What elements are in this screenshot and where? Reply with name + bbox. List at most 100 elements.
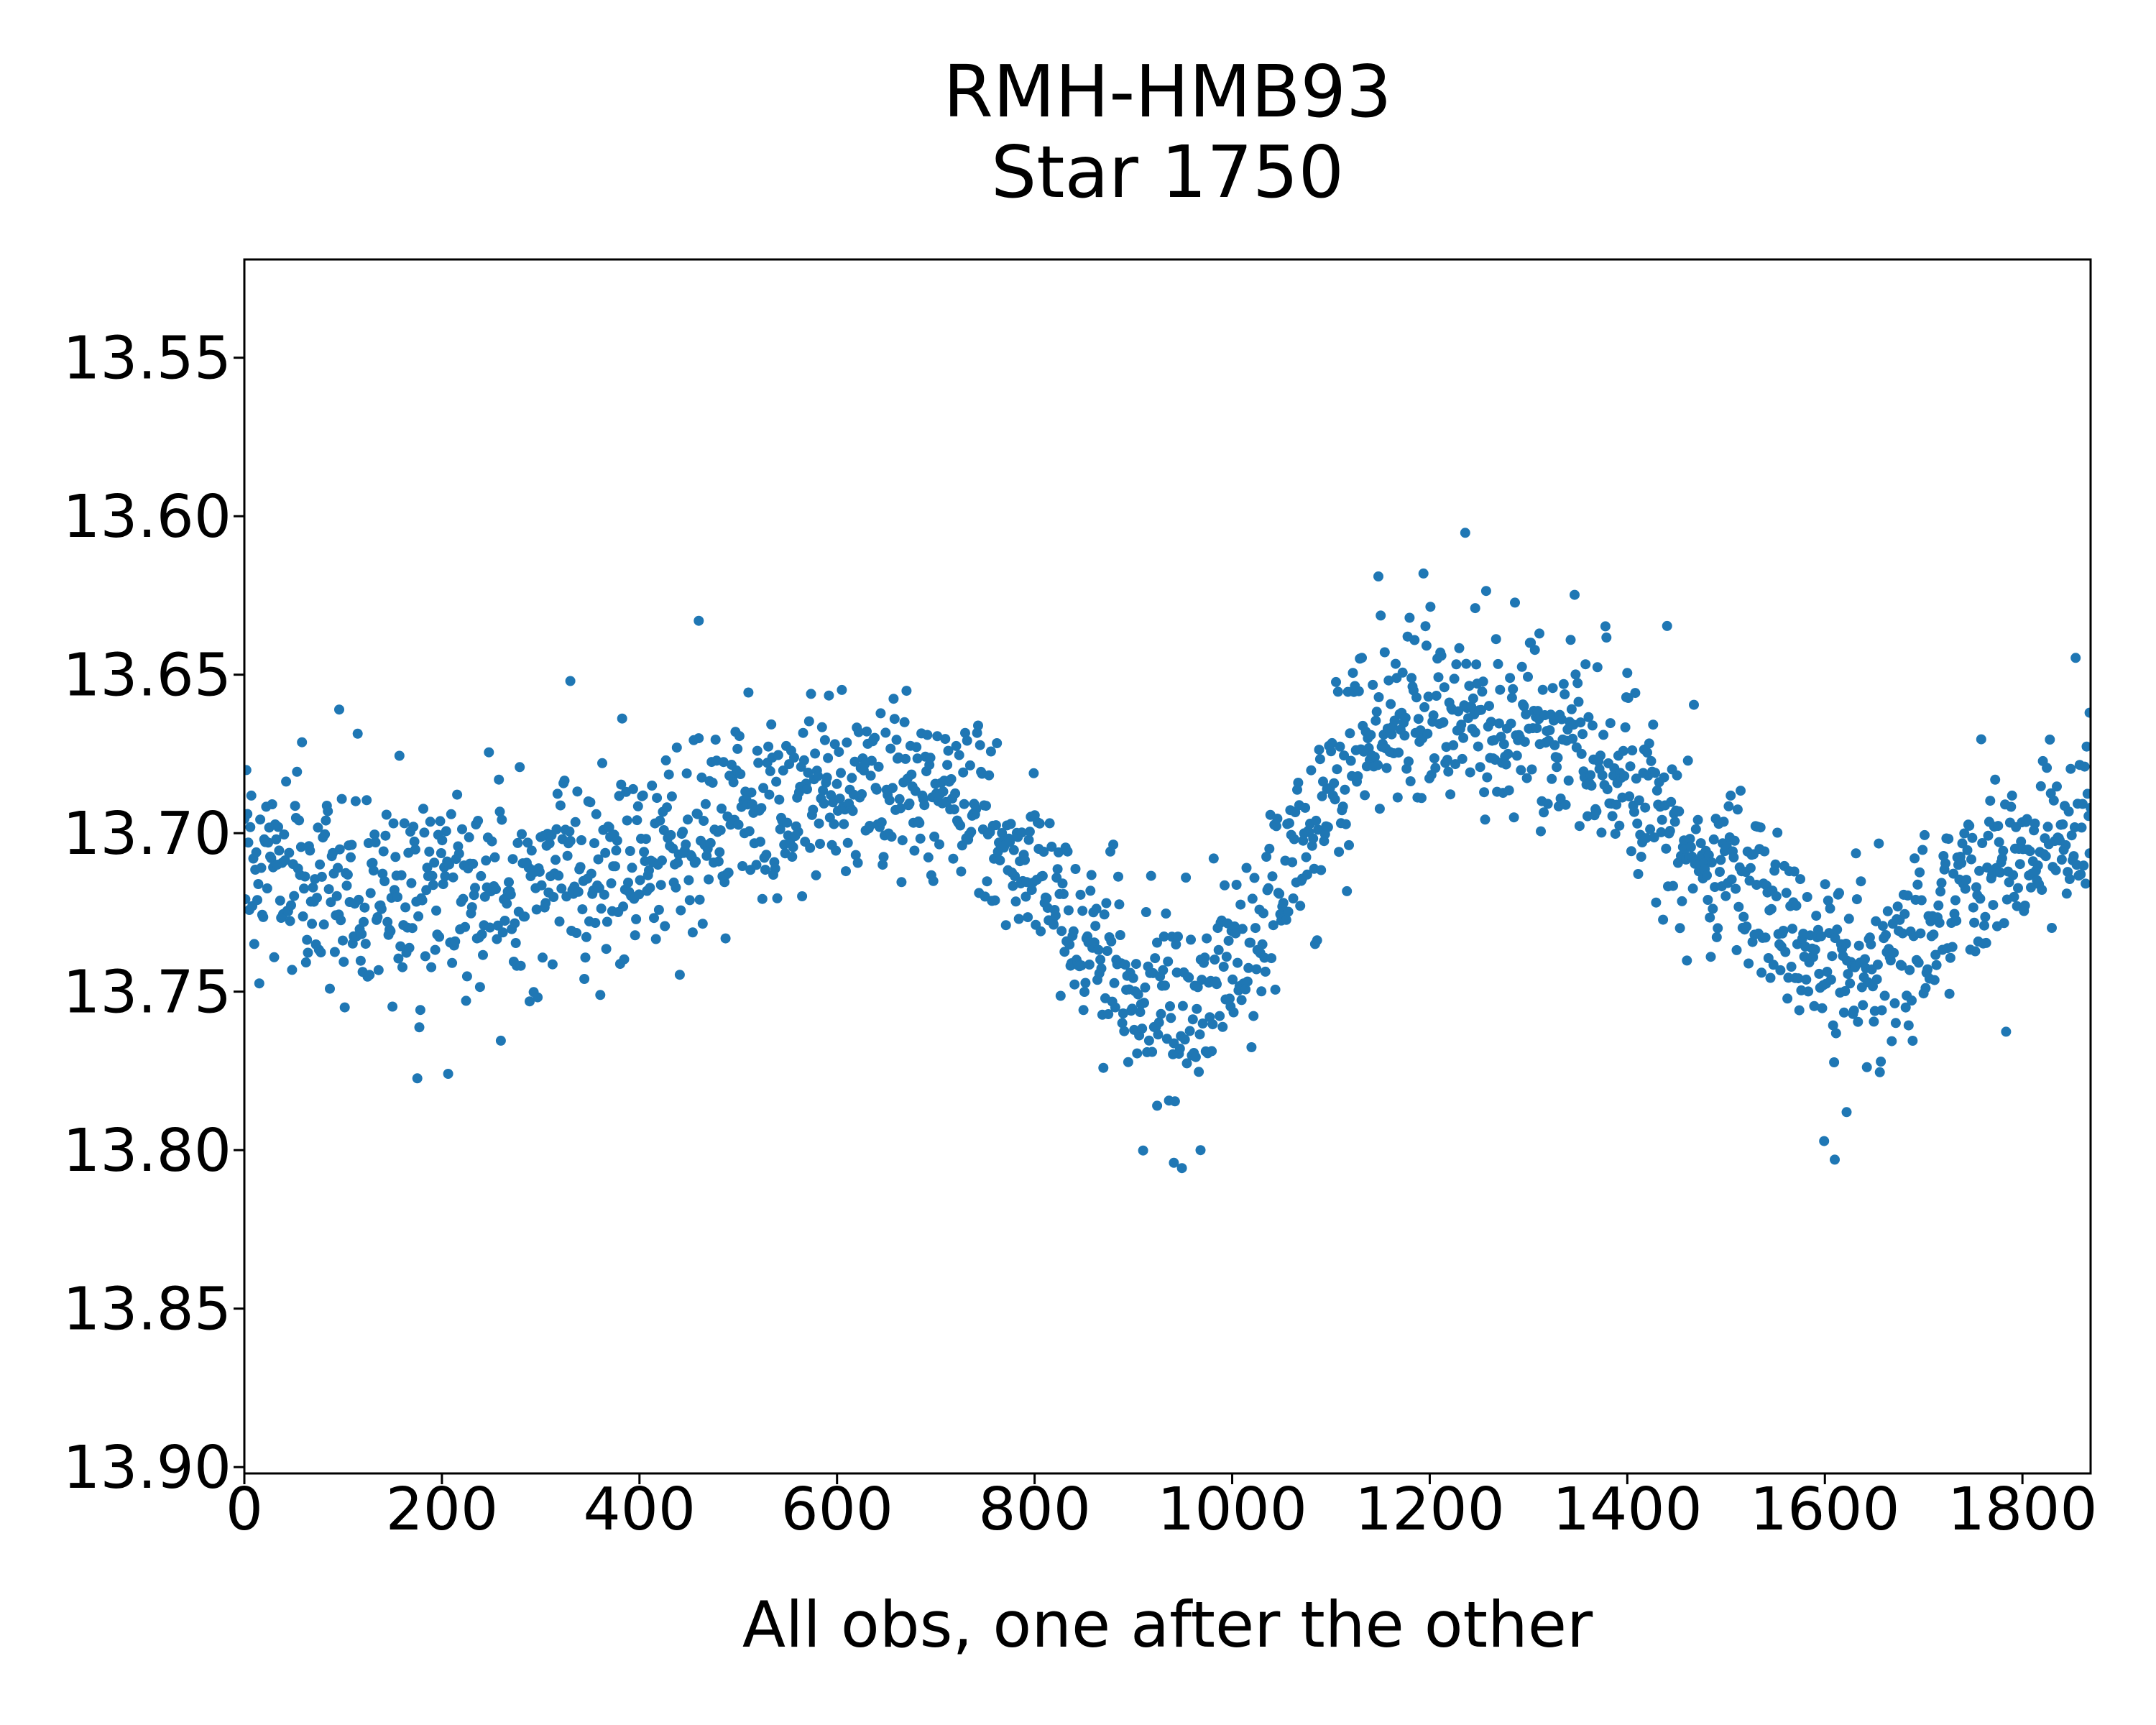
data-point bbox=[1055, 990, 1066, 1001]
data-point bbox=[772, 893, 783, 903]
data-point bbox=[1241, 862, 1252, 873]
data-point bbox=[923, 852, 934, 862]
data-point bbox=[1770, 859, 1781, 870]
data-point bbox=[1611, 799, 1622, 810]
data-point bbox=[1759, 846, 1770, 857]
data-point bbox=[1283, 906, 1294, 917]
data-point bbox=[1119, 1026, 1130, 1036]
data-point bbox=[1968, 902, 1978, 913]
data-point bbox=[1810, 944, 1820, 955]
data-point bbox=[1840, 986, 1851, 996]
data-point bbox=[1930, 949, 1941, 960]
data-point bbox=[497, 927, 508, 938]
data-point bbox=[1682, 955, 1692, 966]
data-point bbox=[1669, 816, 1680, 827]
data-point bbox=[298, 911, 308, 921]
data-point bbox=[1470, 727, 1480, 737]
data-point bbox=[1379, 647, 1390, 658]
data-point bbox=[426, 962, 437, 972]
data-point bbox=[1791, 901, 1802, 911]
data-point bbox=[271, 834, 282, 845]
data-point bbox=[1274, 888, 1285, 899]
data-point bbox=[1736, 786, 1746, 796]
data-point bbox=[1202, 933, 1212, 944]
data-point bbox=[494, 774, 505, 785]
data-point bbox=[1516, 661, 1527, 672]
data-point bbox=[681, 840, 691, 850]
data-point bbox=[504, 877, 514, 888]
data-point bbox=[368, 865, 379, 876]
data-point bbox=[1360, 790, 1370, 801]
data-point bbox=[1034, 818, 1045, 829]
data-point bbox=[2037, 885, 2047, 895]
data-point bbox=[1897, 960, 1907, 971]
data-point bbox=[1076, 960, 1087, 971]
data-point bbox=[407, 923, 418, 934]
data-point bbox=[1392, 792, 1403, 803]
data-point bbox=[823, 753, 834, 763]
data-point bbox=[1969, 917, 1980, 928]
data-point bbox=[1668, 880, 1678, 891]
data-point bbox=[878, 852, 889, 862]
data-point bbox=[755, 837, 765, 847]
data-point bbox=[1150, 953, 1161, 964]
data-point bbox=[717, 804, 727, 814]
data-point bbox=[446, 809, 456, 819]
data-point bbox=[562, 850, 573, 861]
data-point bbox=[1064, 939, 1075, 950]
data-point bbox=[1595, 750, 1606, 761]
data-point bbox=[873, 761, 884, 772]
data-point bbox=[834, 747, 844, 758]
data-point bbox=[1587, 720, 1598, 731]
data-point bbox=[461, 971, 472, 982]
data-point bbox=[364, 970, 375, 980]
data-point bbox=[585, 797, 596, 808]
data-point bbox=[1322, 822, 1333, 832]
data-point bbox=[1610, 829, 1621, 840]
data-point bbox=[1786, 962, 1797, 972]
data-point bbox=[1332, 686, 1343, 697]
data-point bbox=[1828, 1020, 1838, 1031]
data-point bbox=[1536, 826, 1546, 837]
data-point bbox=[2035, 781, 2046, 791]
data-point bbox=[1834, 888, 1844, 898]
data-point bbox=[662, 802, 672, 813]
data-point bbox=[1622, 668, 1633, 678]
data-point bbox=[955, 820, 966, 831]
data-point bbox=[303, 947, 313, 958]
data-point bbox=[1096, 963, 1107, 974]
data-point bbox=[886, 832, 897, 842]
data-point bbox=[1348, 668, 1358, 678]
data-point bbox=[906, 769, 917, 780]
data-point bbox=[2040, 851, 2051, 862]
data-point bbox=[891, 735, 902, 745]
data-point bbox=[484, 922, 495, 933]
data-point bbox=[290, 801, 300, 811]
data-point bbox=[1576, 748, 1587, 759]
data-point bbox=[1874, 1067, 1885, 1077]
data-point bbox=[746, 787, 757, 798]
data-point bbox=[1079, 987, 1089, 997]
data-point bbox=[1181, 873, 1192, 883]
data-point bbox=[1419, 702, 1430, 712]
data-point bbox=[1915, 928, 1926, 939]
data-point bbox=[2012, 901, 2022, 911]
data-point bbox=[1212, 979, 1222, 990]
data-point bbox=[775, 824, 786, 834]
data-point bbox=[329, 947, 340, 957]
data-point bbox=[985, 746, 996, 757]
data-point bbox=[1300, 802, 1311, 813]
data-point bbox=[604, 822, 614, 832]
data-point bbox=[1966, 854, 1976, 865]
data-point bbox=[713, 856, 724, 867]
data-point bbox=[1503, 748, 1514, 759]
data-point bbox=[491, 884, 501, 895]
data-point bbox=[1095, 954, 1106, 965]
data-point bbox=[1560, 689, 1570, 699]
data-point bbox=[1110, 1002, 1120, 1013]
data-point bbox=[1851, 848, 1861, 859]
data-point bbox=[336, 794, 347, 804]
data-point bbox=[379, 876, 390, 886]
data-point bbox=[597, 758, 607, 768]
data-point bbox=[2081, 878, 2091, 889]
